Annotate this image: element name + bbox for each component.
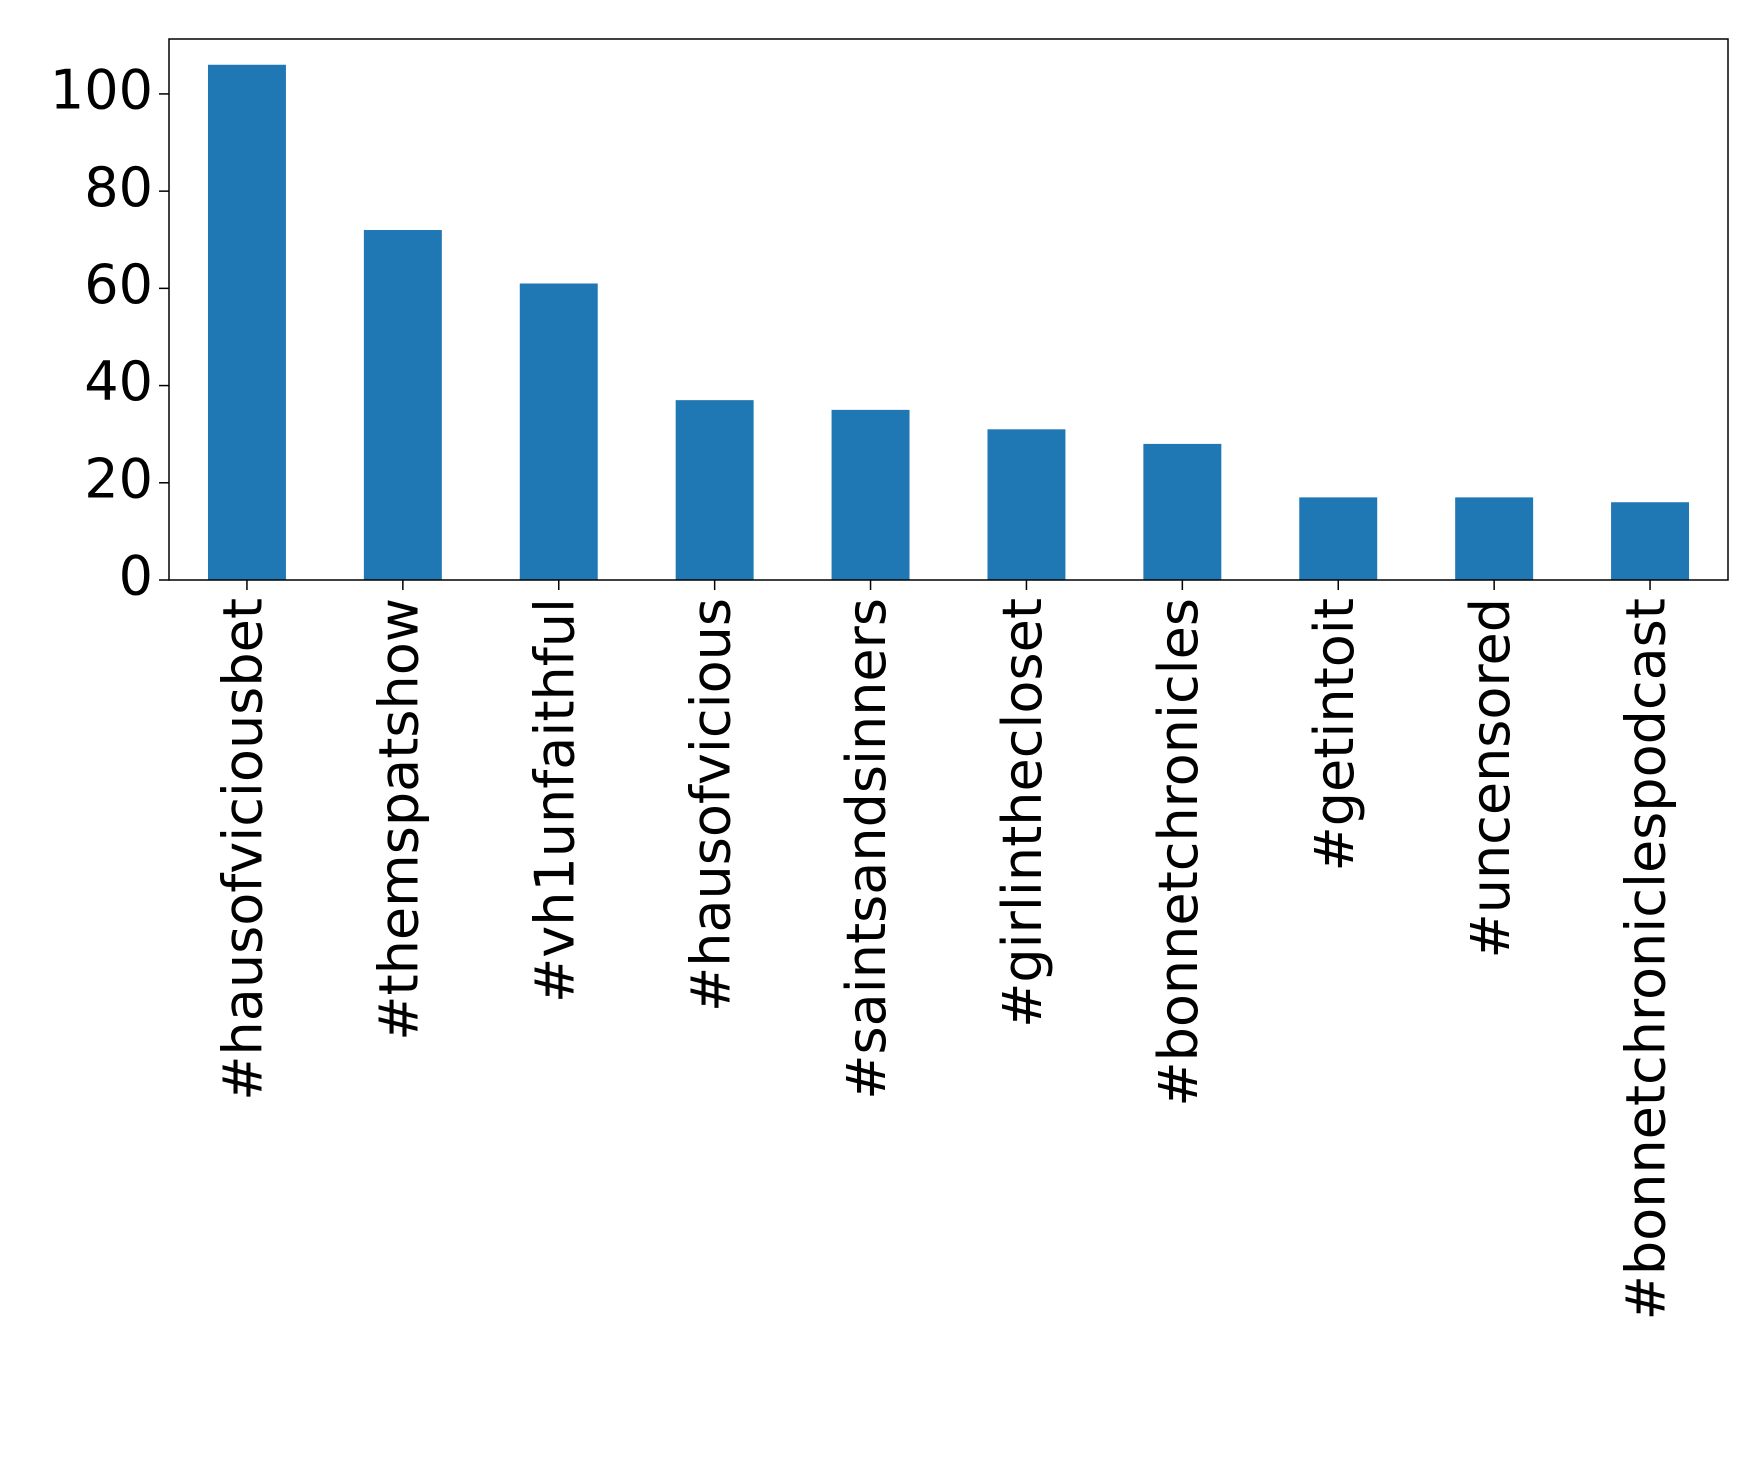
- bar: [519, 283, 598, 580]
- x-tick-label: #saintsandsinners: [835, 598, 898, 1100]
- x-tick-label: #getintoit: [1303, 598, 1366, 872]
- y-tick-label: 20: [84, 447, 153, 510]
- bar: [1455, 497, 1534, 580]
- x-tick-label: #themspatshow: [367, 598, 430, 1041]
- x-tick-label: #bonnetchroniclespodcast: [1615, 598, 1678, 1320]
- x-tick-label: #bonnetchronicles: [1147, 598, 1210, 1107]
- bar: [1143, 443, 1222, 580]
- bar: [987, 429, 1066, 580]
- x-tick-label: #hausofviciousbet: [212, 598, 275, 1101]
- x-tick-label: #hausofvicious: [679, 598, 742, 1012]
- x-tick-label: #vh1unfaithful: [523, 598, 586, 1003]
- x-tick-label: #uncensored: [1459, 598, 1522, 959]
- plot-frame: [168, 38, 1729, 581]
- bar: [207, 64, 286, 580]
- bar: [831, 409, 910, 580]
- bar: [1611, 502, 1690, 580]
- bar: [363, 230, 442, 580]
- bar: [675, 400, 754, 580]
- y-tick-label: 40: [84, 350, 153, 413]
- bar: [1299, 497, 1378, 580]
- y-tick-label: 80: [84, 156, 153, 219]
- y-tick-label: 0: [119, 545, 153, 608]
- x-tick-label: #girlinthecloset: [991, 598, 1054, 1028]
- y-tick-label: 100: [50, 59, 153, 122]
- y-tick-label: 60: [84, 253, 153, 316]
